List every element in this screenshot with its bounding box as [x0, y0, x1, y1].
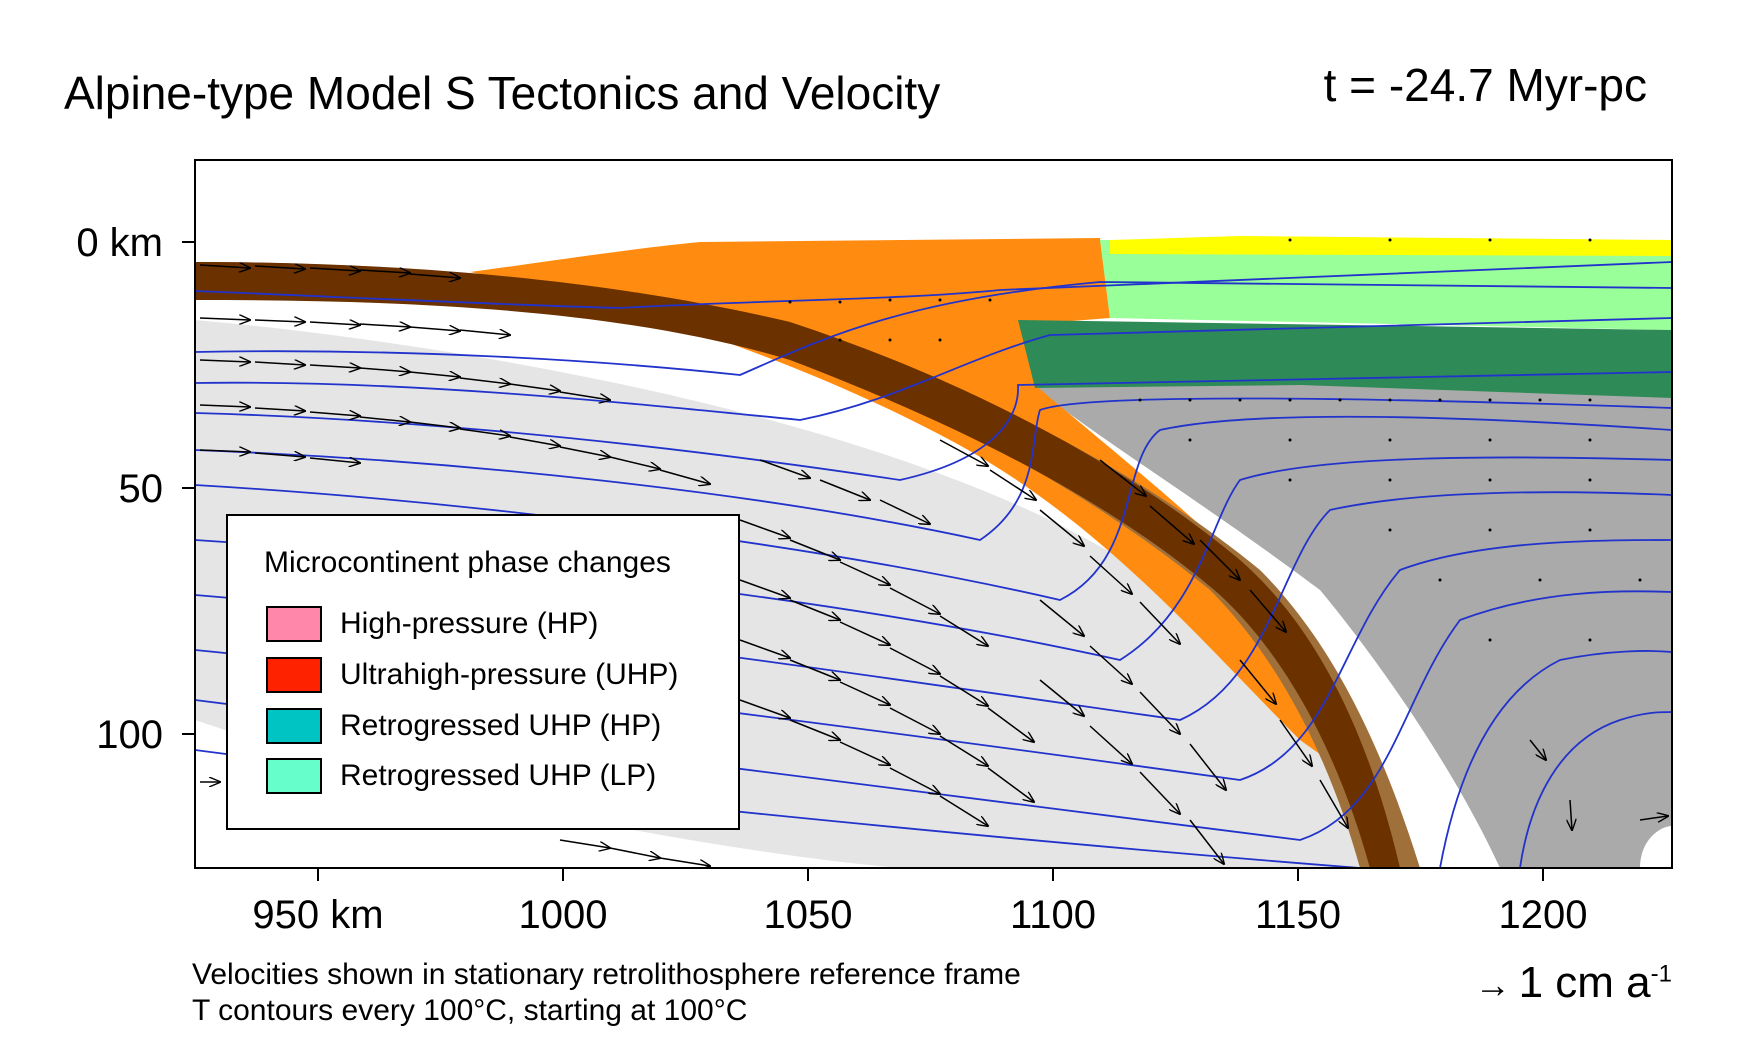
y-tick-label-0: 0 km — [76, 221, 163, 265]
retro-velocity-dots — [788, 238, 1642, 642]
plot-notch — [1640, 826, 1672, 868]
legend-label-uhp: Ultrahigh-pressure (UHP) — [340, 658, 679, 691]
retro-lower-crust — [1018, 320, 1672, 398]
legend-swatch-retro-lp — [266, 758, 322, 794]
legend-title: Microcontinent phase changes — [264, 546, 671, 579]
legend-item-retro-lp: Retrogressed UHP (LP) — [266, 756, 656, 796]
x-tick-label-950: 950 km — [252, 893, 383, 937]
y-tick-label-50: 50 — [119, 467, 164, 511]
legend-item-uhp: Ultrahigh-pressure (UHP) — [266, 655, 678, 695]
legend-item-hp: High-pressure (HP) — [266, 604, 598, 644]
y-tick-label-100: 100 — [96, 713, 163, 757]
legend-box: Microcontinent phase changes High-pressu… — [226, 514, 740, 830]
note-reference-frame: Velocities shown in stationary retrolith… — [192, 958, 1021, 991]
x-axis — [317, 868, 1544, 881]
velocity-arrows — [199, 265, 1668, 866]
plot-frame — [194, 159, 1673, 869]
figure-title: Alpine-type Model S Tectonics and Veloci… — [64, 67, 941, 119]
velocity-scale-exponent: -1 — [1650, 960, 1672, 988]
legend-label-retro-lp: Retrogressed UHP (LP) — [340, 759, 657, 792]
x-tick-label-1100: 1100 — [1010, 893, 1096, 937]
retro-mantle-region — [1032, 385, 1672, 868]
x-tick-label-1150: 1150 — [1255, 893, 1341, 937]
legend-label-retro-hp: Retrogressed UHP (HP) — [340, 709, 662, 742]
surface-sediment — [1110, 236, 1672, 256]
velocity-scale-arrow: → — [1474, 964, 1511, 1005]
legend-swatch-hp — [266, 606, 322, 642]
x-tick-label-1000: 1000 — [519, 893, 608, 937]
legend-item-retro-hp: Retrogressed UHP (HP) — [266, 706, 661, 746]
legend-label-hp: High-pressure (HP) — [340, 607, 599, 640]
x-tick-label-1050: 1050 — [764, 893, 853, 937]
legend-swatch-retro-hp — [266, 708, 322, 744]
orogen-wedge — [470, 238, 1370, 790]
legend-swatch-uhp — [266, 657, 322, 693]
velocity-scale: → 1 cm a-1 — [1475, 958, 1672, 1008]
x-tick-label-1200: 1200 — [1499, 893, 1588, 937]
note-isotherms: T contours every 100°C, starting at 100°… — [192, 994, 748, 1027]
velocity-scale-value: 1 cm a — [1518, 958, 1651, 1007]
y-axis — [182, 241, 195, 735]
time-label: t = -24.7 Myr-pc — [1323, 59, 1647, 111]
